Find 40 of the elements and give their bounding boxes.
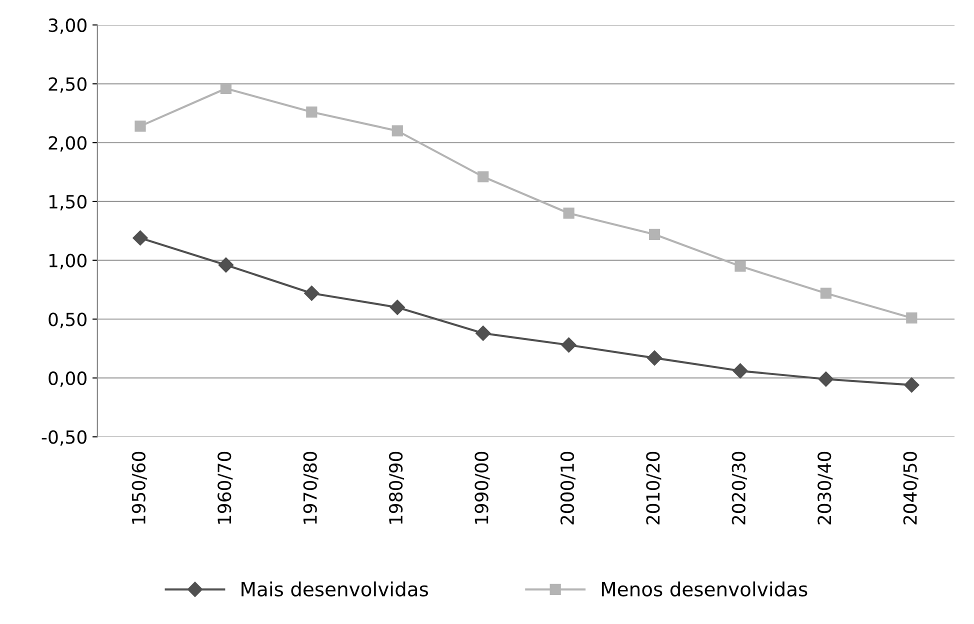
point xyxy=(306,106,318,118)
point xyxy=(646,350,662,366)
point xyxy=(478,171,489,182)
point xyxy=(390,300,405,315)
point xyxy=(392,125,403,136)
point xyxy=(904,377,920,393)
x-tick-label: 2030/40 xyxy=(818,452,833,524)
point xyxy=(732,363,748,378)
x-tick-label: 2020/30 xyxy=(732,452,747,524)
y-tick-label: 3,00 xyxy=(48,18,86,34)
y-tick-label: 1,00 xyxy=(49,254,86,270)
y-tick-label: 2,00 xyxy=(48,136,86,152)
point xyxy=(818,372,834,387)
x-tick-label: 1980/90 xyxy=(388,452,404,524)
y-tick-label: 0,50 xyxy=(48,312,86,328)
point xyxy=(563,208,574,219)
point xyxy=(648,228,660,240)
y-tick-label: -0,50 xyxy=(42,430,86,446)
x-tick-label: 1950/60 xyxy=(132,452,147,524)
point xyxy=(304,286,320,301)
y-tick-label: 2,50 xyxy=(48,77,86,93)
point xyxy=(734,260,746,272)
point xyxy=(218,257,234,273)
y-tick-label: 1,50 xyxy=(49,194,86,210)
legend-label: Mais desenvolvidas xyxy=(242,581,428,596)
point xyxy=(476,326,491,341)
point xyxy=(820,288,832,299)
x-tick-label: 1970/80 xyxy=(303,452,318,524)
point xyxy=(561,337,576,353)
x-tick-label: 1990/00 xyxy=(474,452,490,524)
x-tick-label: 2040/50 xyxy=(903,452,918,524)
x-tick-label: 2010/20 xyxy=(646,452,662,524)
point xyxy=(132,230,148,246)
point xyxy=(906,312,918,324)
point xyxy=(220,82,232,94)
point xyxy=(134,120,146,132)
legend-label: Menos desenvolvidas xyxy=(602,581,808,596)
x-tick-label: 2000/10 xyxy=(560,452,576,524)
y-tick-label: 0,00 xyxy=(48,371,86,387)
x-tick-label: 1960/70 xyxy=(218,452,233,524)
